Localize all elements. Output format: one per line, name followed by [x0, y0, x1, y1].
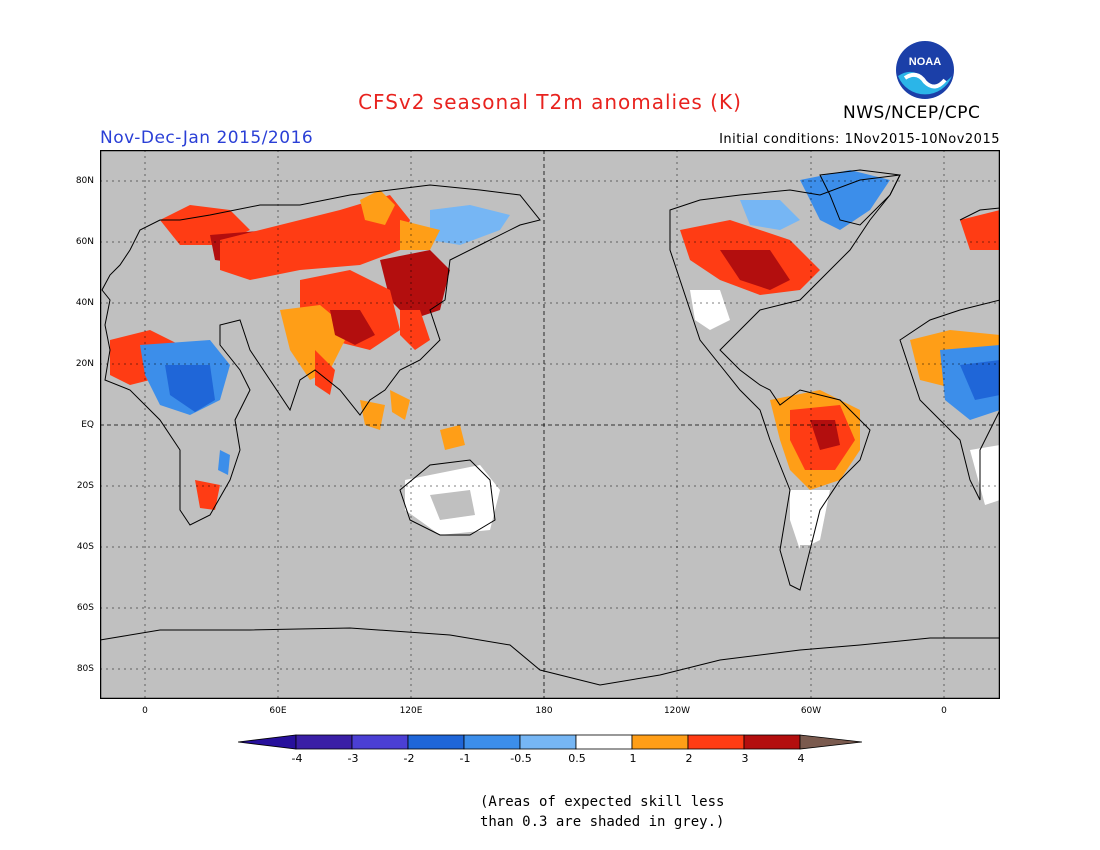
graticule [100, 150, 1000, 699]
lat-label-60s: 60S [76, 603, 94, 613]
colorbar-box-8 [743, 734, 801, 750]
colorbar-label-4: 4 [797, 752, 805, 765]
lat-label-80n: 80N [75, 176, 94, 186]
colorbar-label-05: 0.5 [568, 752, 586, 765]
colorbar-box-0 [295, 734, 353, 750]
anomaly-shading-north-america [680, 170, 890, 330]
colorbar-box-2 [407, 734, 465, 750]
colorbar-label-3: 3 [741, 752, 749, 765]
season-label: Nov-Dec-Jan 2015/2016 [100, 128, 314, 148]
lon-label-60e: 60E [269, 706, 287, 716]
lat-label-60n: 60N [75, 237, 94, 247]
colorbar-label-m05: -0.5 [510, 752, 532, 765]
colorbar-box-3 [463, 734, 521, 750]
colorbar-label-m1: -1 [459, 752, 471, 765]
colorbar-box-4 [519, 734, 577, 750]
skill-footnote: (Areas of expected skill less than 0.3 a… [480, 792, 724, 832]
colorbar-box-7 [687, 734, 745, 750]
colorbar-label-m4: -4 [291, 752, 303, 765]
lat-label-40s: 40S [76, 542, 94, 552]
anomaly-shading-africa [110, 330, 230, 510]
agency-label: NWS/NCEP/CPC [843, 103, 981, 123]
anomaly-shading-oceania [405, 425, 500, 535]
lon-label-120e: 120E [399, 706, 423, 716]
colorbar-label-2: 2 [685, 752, 693, 765]
initial-conditions-label: Initial conditions: 1Nov2015-10Nov2015 [719, 132, 1000, 147]
colorbar-label-1: 1 [629, 752, 637, 765]
colorbar-label-m2: -2 [403, 752, 415, 765]
map-frame [100, 150, 1000, 699]
lon-label-0: 0 [142, 706, 148, 716]
reference-lines [100, 150, 1000, 699]
colorbar-above-arrow [799, 734, 862, 750]
colorbar-box-6 [631, 734, 689, 750]
footnote-line-2: than 0.3 are shaded in grey.) [480, 814, 725, 830]
anomaly-map [100, 150, 1000, 699]
lon-label-0-right: 0 [941, 706, 947, 716]
lat-label-80s: 80S [76, 664, 94, 674]
colorbar [238, 734, 862, 750]
lat-label-eq: EQ [81, 420, 94, 430]
noaa-logo: NOAA [896, 41, 954, 99]
svg-text:NOAA: NOAA [909, 56, 941, 68]
footnote-line-1: (Areas of expected skill less [480, 794, 725, 810]
lon-label-120w: 120W [663, 706, 691, 716]
lat-label-40n: 40N [75, 298, 94, 308]
colorbar-box-5 [575, 734, 633, 750]
coastlines [100, 169, 1000, 686]
anomaly-shading-wraparound [910, 210, 1000, 505]
lat-label-20s: 20S [76, 481, 94, 491]
colorbar-box-1 [351, 734, 409, 750]
anomaly-shading-eurasia [160, 190, 510, 430]
anomaly-shading-south-america [770, 390, 860, 580]
lat-label-20n: 20N [75, 359, 94, 369]
colorbar-below-arrow [238, 734, 297, 750]
lon-label-180: 180 [535, 706, 553, 716]
colorbar-label-m3: -3 [347, 752, 359, 765]
chart-title: CFSv2 seasonal T2m anomalies (K) [358, 90, 742, 114]
lon-label-60w: 60W [800, 706, 822, 716]
